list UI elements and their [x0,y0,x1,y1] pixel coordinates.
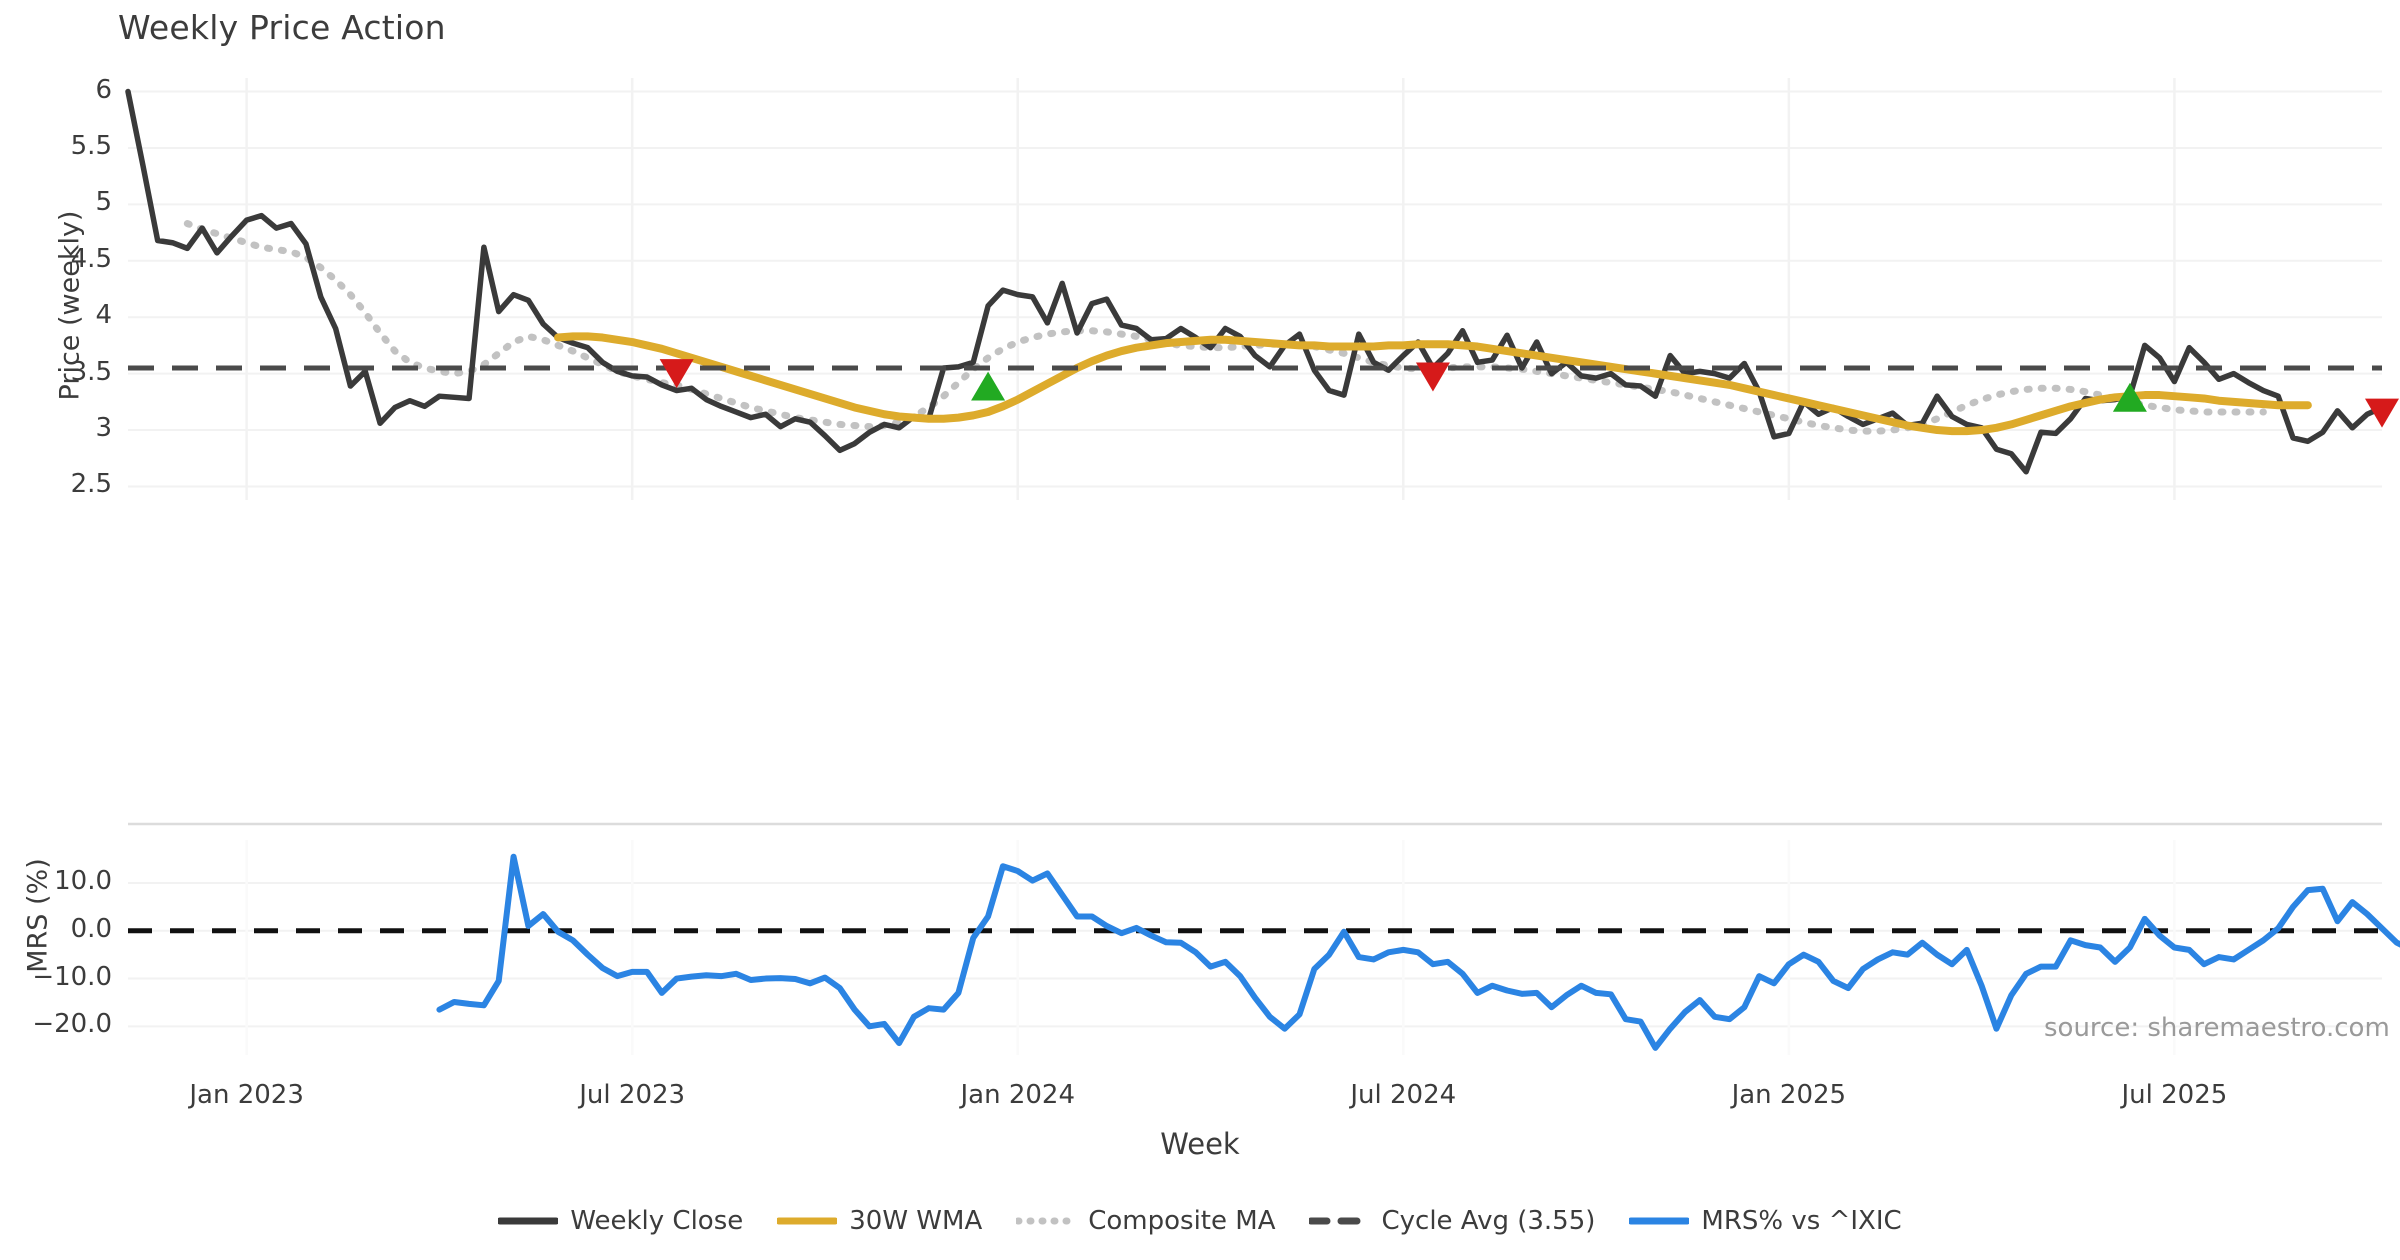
series-mrs-percent [436,853,2400,1051]
price-y-tick: 6 [95,74,112,105]
legend-swatch-mrs-vs-ixic [1629,1217,1690,1225]
x-tick: Jul 2025 [2121,1080,2228,1110]
legend-item[interactable]: Weekly Close [498,1206,743,1236]
chart-title: Weekly Price Action [118,8,446,47]
x-axis-label: Week [1160,1127,1240,1161]
mrs-y-tick: 0.0 [70,913,112,944]
sell-marker [659,359,694,389]
legend-label: MRS% vs ^IXIC [1701,1206,1902,1236]
price-y-tick: 2.5 [70,469,112,500]
legend-swatch-cycle-avg-3-55 [1309,1217,1370,1225]
price-y-tick: 4 [95,300,112,331]
x-tick: Jan 2023 [189,1080,304,1110]
price-y-tick: 5.5 [70,130,112,161]
price-y-tick: 4.5 [70,243,112,274]
mrs-y-tick: −10.0 [32,961,112,992]
legend-item[interactable]: MRS% vs ^IXIC [1629,1206,1902,1236]
legend-label: 30W WMA [849,1206,983,1236]
series-30w-wma [554,332,2312,436]
series-weekly-close [125,88,2385,475]
chart-legend: Weekly Close 30W WMA Composite MA Cycle Avg… [0,1206,2400,1236]
sell-marker [1415,362,1450,392]
legend-swatch-weekly-close [498,1217,559,1225]
legend-item[interactable]: Cycle Avg (3.55) [1309,1206,1595,1236]
price-y-tick: 5 [95,187,112,218]
buy-marker [971,371,1006,401]
x-tick: Jul 2024 [1350,1080,1457,1110]
legend-label: Composite MA [1088,1206,1276,1236]
x-tick: Jan 2024 [960,1080,1075,1110]
legend-item[interactable]: 30W WMA [777,1206,982,1236]
series-composite-ma [183,220,2267,435]
legend-item[interactable]: Composite MA [1016,1206,1275,1236]
x-tick: Jan 2025 [1731,1080,1847,1110]
sell-marker [2365,398,2399,428]
source-watermark: source: sharemaestro.com [2044,1013,2390,1043]
legend-label: Weekly Close [570,1206,744,1236]
x-tick: Jul 2023 [579,1080,686,1110]
legend-label: Cycle Avg (3.55) [1381,1206,1596,1236]
price-y-tick: 3.5 [70,356,112,387]
mrs-y-tick: −20.0 [32,1009,112,1040]
legend-swatch-30w-wma [777,1217,838,1225]
legend-swatch-composite-ma [1016,1217,1077,1225]
mrs-y-tick: 10.0 [54,866,112,896]
price-y-tick: 3 [95,413,112,444]
buy-marker [2112,382,2147,412]
